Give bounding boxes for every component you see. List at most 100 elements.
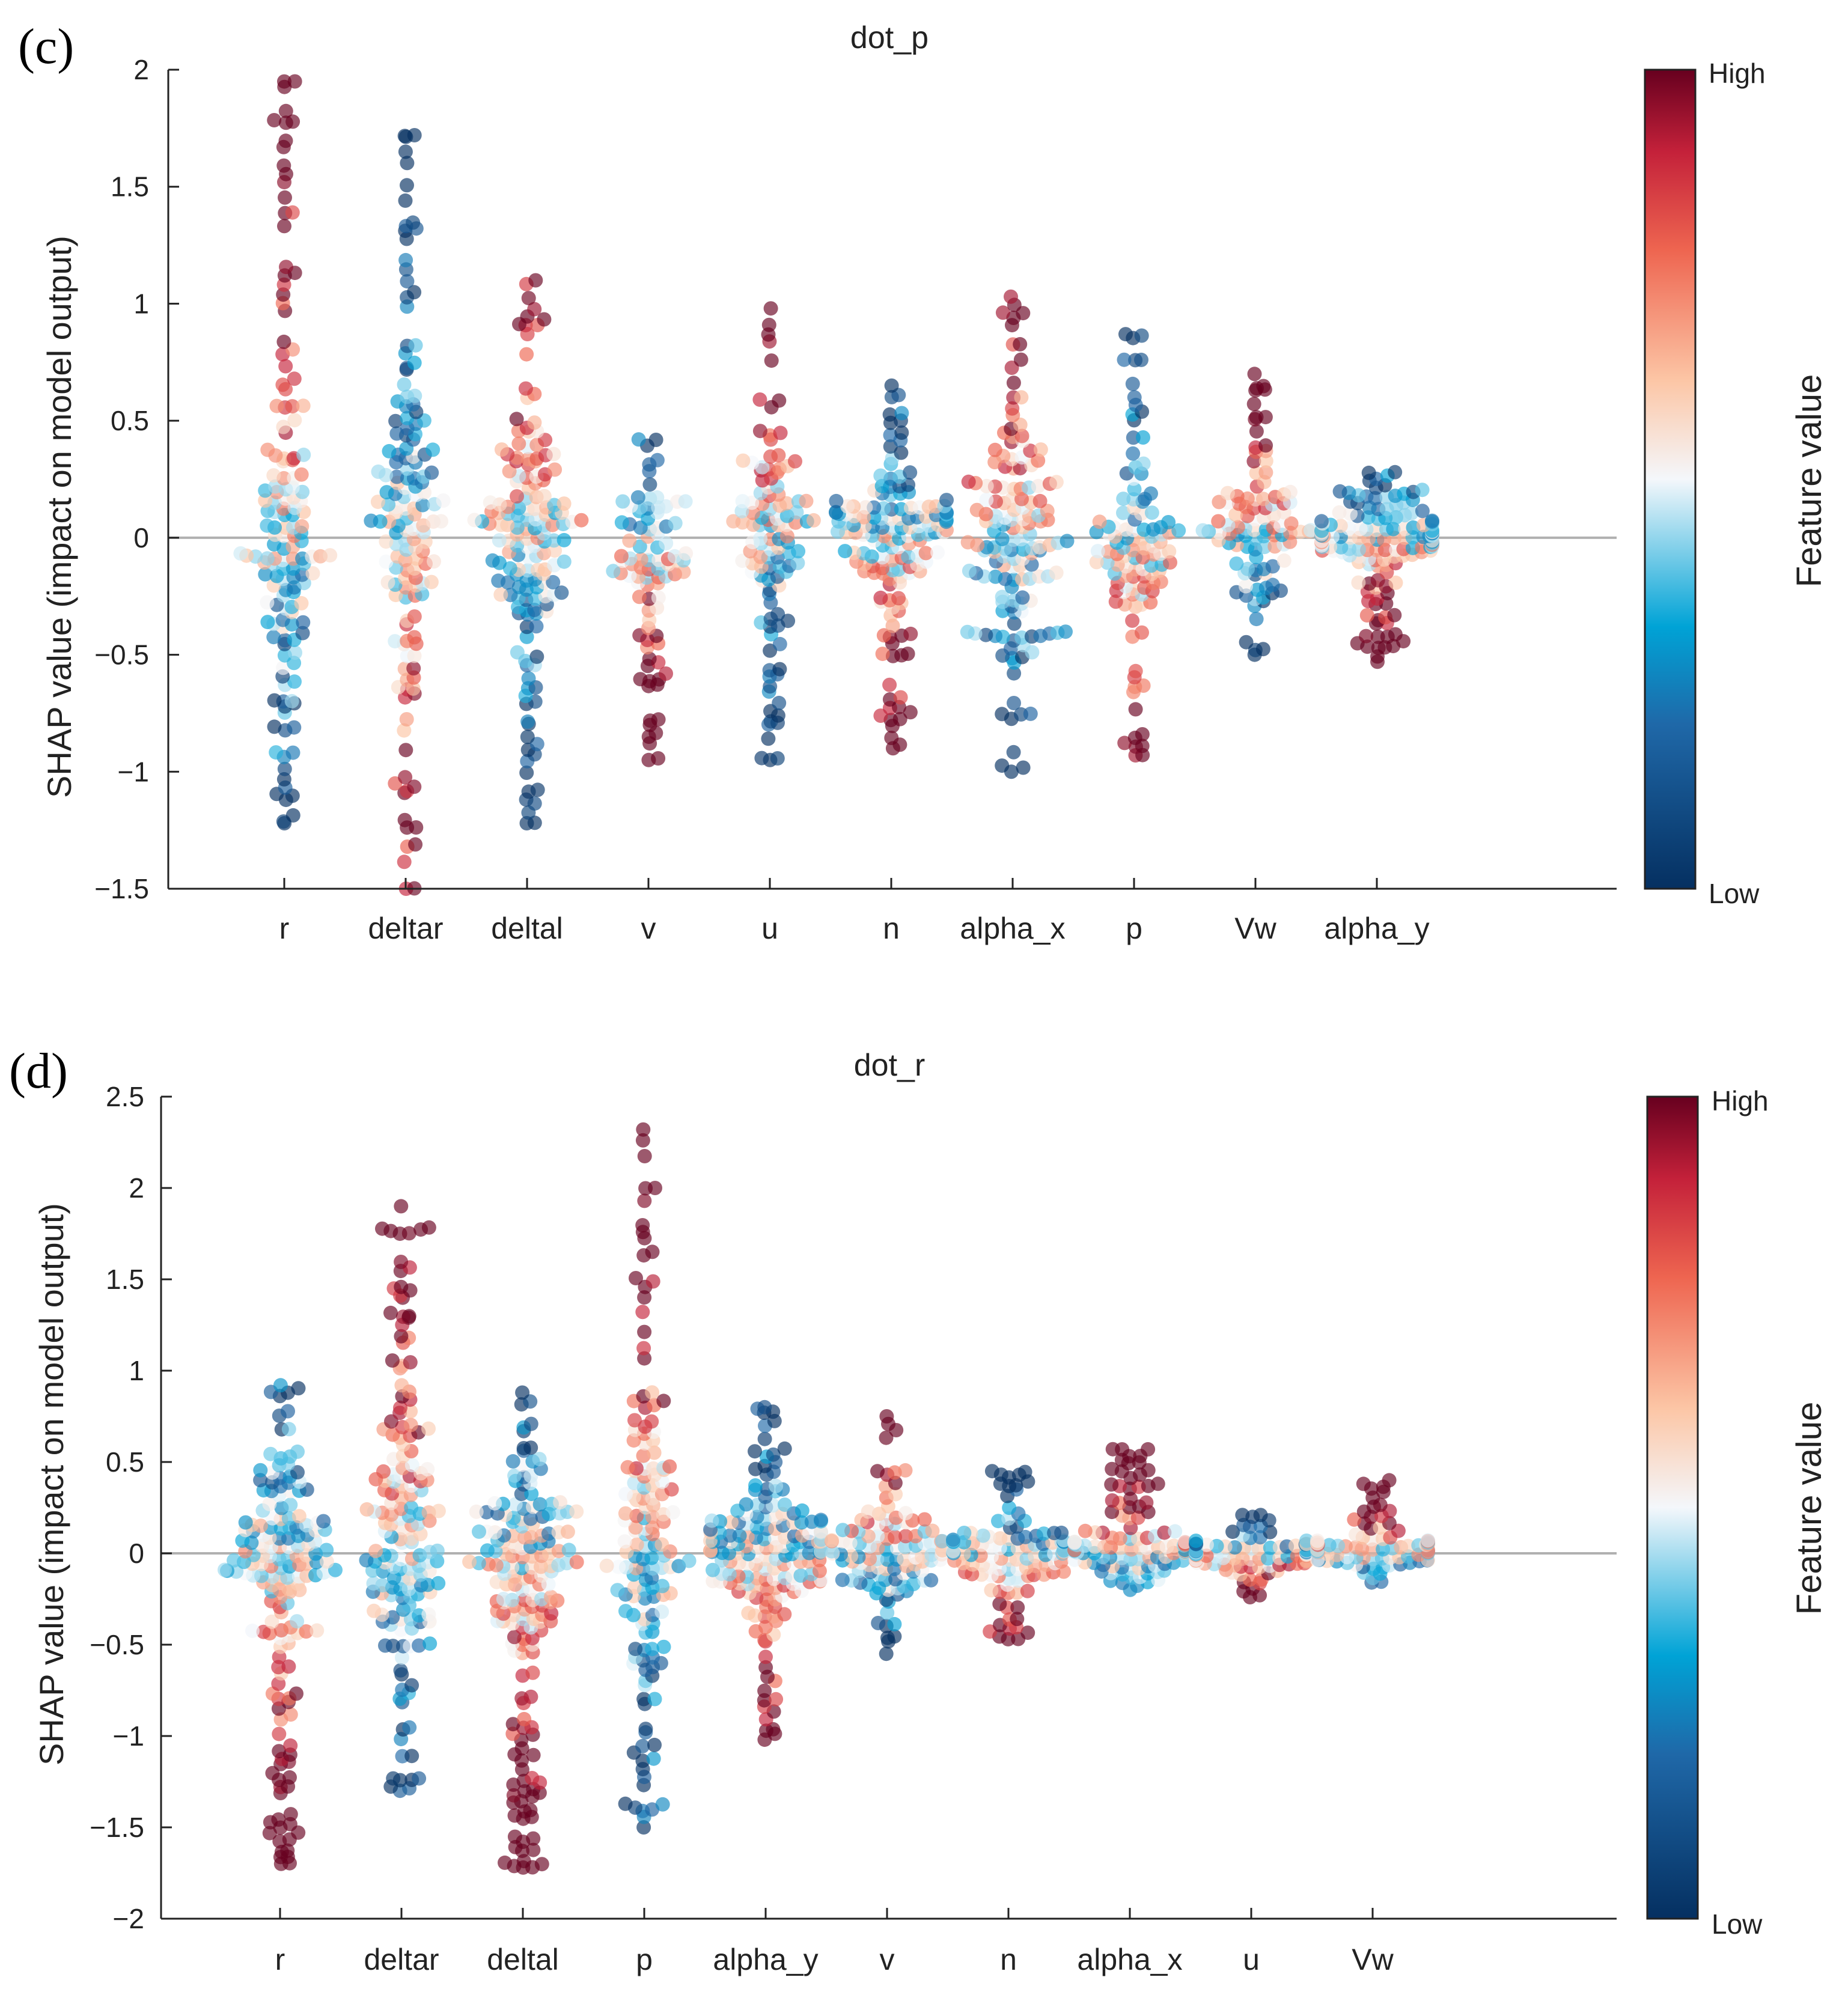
shap-point <box>398 252 413 267</box>
shap-point <box>569 1504 584 1519</box>
shap-point <box>897 1552 912 1567</box>
shap-point <box>642 651 657 666</box>
shap-point <box>736 453 751 468</box>
shap-point <box>880 1605 895 1620</box>
shap-point <box>420 1462 435 1476</box>
x-tick-label: deltar <box>364 1943 439 1976</box>
shap-point <box>930 545 945 560</box>
shap-point <box>1014 390 1029 405</box>
shap-point <box>632 589 647 605</box>
shap-point <box>875 550 890 565</box>
shap-point <box>628 1520 643 1535</box>
shap-point <box>528 273 543 288</box>
shap-point <box>394 1378 409 1393</box>
shap-point <box>288 645 302 660</box>
shap-point <box>873 468 888 483</box>
shap-point <box>294 467 309 482</box>
shap-point <box>527 603 542 617</box>
shap-point <box>1401 1538 1416 1553</box>
shap-point <box>642 477 657 492</box>
shap-point <box>291 1509 306 1524</box>
shap-point <box>469 1504 484 1519</box>
shap-point <box>281 1659 296 1674</box>
shap-point <box>618 1796 633 1811</box>
shap-point <box>1251 1541 1266 1556</box>
shap-point <box>1265 577 1280 592</box>
shap-point <box>645 1385 660 1400</box>
colorbar-title: Feature value <box>1790 1402 1829 1615</box>
shap-point <box>1010 1600 1025 1615</box>
shap-point <box>645 1642 660 1657</box>
shap-point <box>412 1771 427 1786</box>
shap-point <box>1388 464 1403 480</box>
shap-point <box>1136 456 1151 471</box>
shap-point <box>1332 484 1347 499</box>
shap-point <box>462 1555 477 1569</box>
shap-point <box>218 1562 232 1577</box>
shap-point <box>960 535 975 550</box>
shap-point <box>515 1385 530 1400</box>
shap-point <box>903 626 918 641</box>
shap-point <box>659 499 674 514</box>
shap-point <box>862 1552 877 1567</box>
shap-point <box>679 546 694 561</box>
x-tick-label: deltal <box>487 1943 559 1976</box>
panel-c: (c) dot_p SHAP value (impact on model ou… <box>18 19 1829 945</box>
shap-point <box>656 1393 671 1409</box>
shap-point <box>802 1546 817 1561</box>
shap-point <box>1150 1476 1165 1491</box>
shap-point <box>281 1404 295 1419</box>
y-tick-label: 1 <box>129 1355 144 1386</box>
shap-point <box>253 1463 268 1478</box>
shap-point <box>409 820 424 835</box>
shap-point <box>752 392 767 407</box>
shap-point <box>939 493 954 508</box>
shap-point <box>394 1199 409 1214</box>
shap-point <box>518 381 533 396</box>
shap-point <box>407 779 422 794</box>
shap-point <box>791 544 806 559</box>
shap-point <box>628 1642 643 1657</box>
shap-point <box>397 854 412 870</box>
shap-point <box>655 1797 670 1812</box>
shap-point <box>296 398 311 413</box>
shap-point <box>434 514 448 529</box>
shap-point <box>871 1616 886 1630</box>
shap-point <box>647 1692 662 1707</box>
shap-point <box>517 1711 532 1726</box>
shap-point <box>903 705 918 720</box>
shap-point <box>647 1737 662 1752</box>
shap-point <box>882 677 897 692</box>
shap-point <box>388 634 403 649</box>
shap-point <box>543 1589 558 1604</box>
shap-point <box>995 305 1010 320</box>
shap-point <box>430 1543 445 1558</box>
shap-point <box>370 495 385 510</box>
shap-point <box>1351 575 1366 590</box>
shap-point <box>260 615 275 630</box>
shap-point <box>651 590 666 605</box>
shap-point <box>995 707 1010 722</box>
shap-point <box>753 531 768 546</box>
y-tick-label: 0.5 <box>111 405 149 436</box>
shap-point <box>278 103 293 118</box>
shap-point <box>529 649 544 664</box>
shap-point <box>870 1464 885 1479</box>
shap-point <box>978 627 993 642</box>
shap-point <box>633 672 648 687</box>
shap-point <box>645 1274 660 1289</box>
shap-point <box>635 1738 650 1753</box>
shap-point <box>494 442 509 457</box>
x-ticks: r deltar deltal v u n alpha_x p Vw alpha_y <box>279 878 1430 945</box>
shap-point <box>1189 1534 1203 1549</box>
shap-point <box>267 113 282 127</box>
shap-point <box>876 628 891 643</box>
shap-point <box>829 493 844 508</box>
shap-point <box>421 1607 436 1622</box>
shap-point <box>627 1580 642 1595</box>
shap-point <box>636 1448 651 1463</box>
shap-point <box>1261 1551 1275 1566</box>
shap-point <box>769 1478 784 1493</box>
shap-point <box>772 636 787 651</box>
shap-point <box>1135 727 1150 742</box>
